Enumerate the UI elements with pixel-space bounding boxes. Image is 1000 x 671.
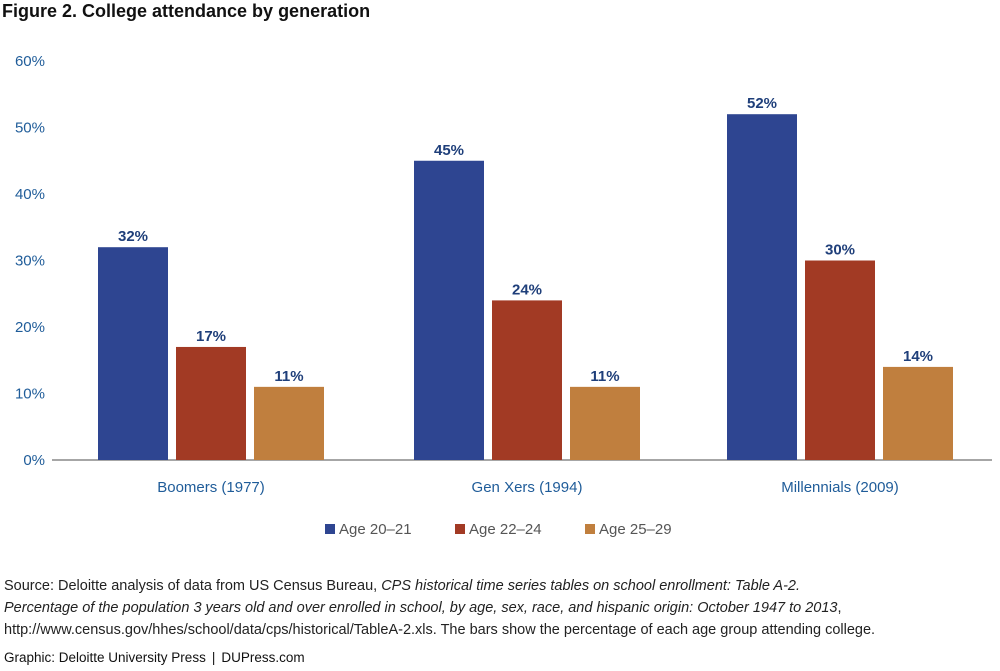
- legend-label: Age 20–21: [339, 521, 412, 538]
- source-note: Source: Deloitte analysis of data from U…: [4, 575, 994, 641]
- legend-label: Age 25–29: [599, 521, 672, 538]
- data-label: 17%: [196, 328, 226, 345]
- x-tick-label: Millennials (2009): [781, 479, 899, 496]
- legend-swatch: [585, 524, 595, 534]
- y-tick-label: 50%: [15, 120, 45, 137]
- y-tick-label: 0%: [23, 452, 45, 469]
- source-table-subtitle: Percentage of the population 3 years old…: [4, 600, 838, 616]
- y-tick-label: 40%: [15, 186, 45, 203]
- bar: [727, 114, 797, 460]
- source-line-2: Percentage of the population 3 years old…: [4, 597, 994, 619]
- data-label: 32%: [118, 228, 148, 245]
- chart-title: Figure 2. College attendance by generati…: [2, 1, 371, 21]
- data-label: 14%: [903, 348, 933, 365]
- legend-swatch: [325, 524, 335, 534]
- footer-graphic-credit: Graphic: Deloitte University Press: [4, 650, 206, 665]
- footer-site-link[interactable]: DUPress.com: [221, 650, 305, 665]
- y-tick-label: 60%: [15, 53, 45, 70]
- bar: [176, 346, 246, 460]
- data-label: 24%: [512, 281, 542, 298]
- x-tick-label: Boomers (1977): [157, 479, 265, 496]
- bar: [883, 366, 953, 460]
- footer-credit: Graphic: Deloitte University Press | DUPre…: [4, 650, 305, 665]
- bar: [414, 160, 484, 460]
- source-line-1: Source: Deloitte analysis of data from U…: [4, 575, 994, 597]
- bar-chart: 0% 10% 20% 30% 40% 50% 60% 32% 17% 11% 45% 24% 11% 52…: [15, 53, 992, 538]
- bar: [805, 260, 875, 460]
- source-line-3: http://www.census.gov/hhes/school/data/c…: [4, 622, 876, 638]
- y-tick-label: 10%: [15, 386, 45, 403]
- data-label: 45%: [434, 142, 464, 159]
- y-tick-label: 30%: [15, 253, 45, 270]
- source-prefix: Source: Deloitte analysis of data from U…: [4, 578, 382, 594]
- source-table-title: CPS historical time series tables on sch…: [381, 578, 801, 594]
- x-tick-label: Gen Xers (1994): [472, 479, 583, 496]
- bar: [492, 300, 562, 460]
- bar: [254, 386, 324, 460]
- source-comma: ,: [837, 600, 842, 616]
- bar: [98, 247, 168, 460]
- data-label: 52%: [747, 95, 777, 112]
- data-label: 11%: [274, 368, 303, 385]
- legend-label: Age 22–24: [469, 521, 542, 538]
- footer-separator: |: [211, 650, 216, 665]
- legend-swatch: [455, 524, 465, 534]
- data-label: 30%: [825, 242, 855, 259]
- bar: [570, 386, 640, 460]
- y-tick-label: 20%: [15, 319, 45, 336]
- data-label: 11%: [590, 368, 619, 385]
